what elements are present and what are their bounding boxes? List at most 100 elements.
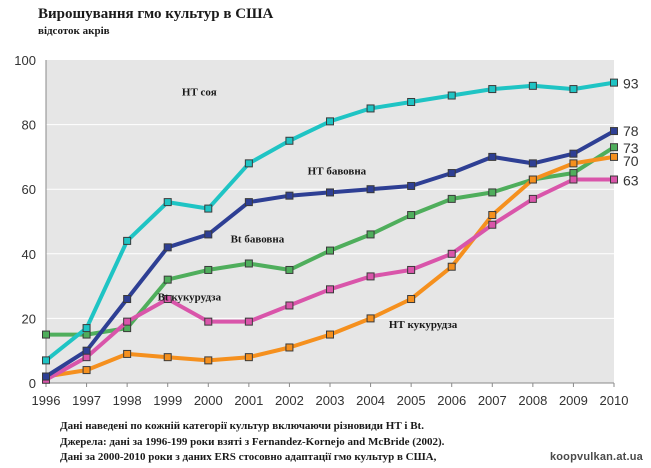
data-point [447,91,456,100]
x-tick-label: 2001 [234,393,263,408]
chart-subtitle: відсоток акрів [38,25,110,37]
data-point [447,194,456,203]
y-tick-label: 100 [14,53,36,68]
y-tick-label: 0 [29,376,36,391]
end-value-label: 93 [623,76,639,92]
data-point [488,211,497,220]
series-label: НТ кукурудза [389,319,458,331]
data-point [82,366,91,375]
x-tick-label: 1996 [32,393,61,408]
data-point [326,246,334,255]
data-point [285,343,294,352]
y-tick-label: 20 [22,311,36,326]
data-point [569,159,578,168]
watermark: koopvulkan.at.ua [549,451,643,463]
data-point [285,301,294,310]
data-point [488,152,497,161]
x-tick-label: 2000 [194,393,223,408]
data-point [528,194,537,203]
x-tick-label: 2007 [478,393,507,408]
data-point [488,220,497,229]
data-point [407,211,416,220]
x-tick-label: 2003 [316,393,345,408]
data-point [204,265,213,274]
end-value-label: 73 [623,140,639,156]
data-point [528,159,537,168]
x-tick-label: 2010 [600,393,629,408]
data-point [123,317,132,326]
data-point [528,175,537,184]
data-point [610,127,618,136]
line-chart: 0 20 40 60 80 100 1996 1997 1998 1999 2000 2001 2002… [14,53,639,408]
data-point [447,249,456,258]
data-point [569,169,578,178]
data-point [244,353,253,362]
data-point [42,356,50,365]
series-label: Bt бавовна [231,233,285,245]
data-point [366,185,375,194]
x-tick-label: 2009 [559,393,588,408]
data-point [204,230,213,239]
data-point [326,117,334,126]
data-point [163,295,172,304]
footnote-scope: Дані наведені по кожній категорії культу… [60,420,424,432]
data-point [123,349,132,358]
series-label: НТ соя [182,87,217,99]
data-point [407,97,416,106]
data-point [244,159,253,168]
data-point [407,295,416,304]
data-point [285,191,294,200]
y-tick-label: 80 [22,118,36,133]
data-point [610,78,618,87]
data-point [366,314,375,323]
data-point [569,175,578,184]
data-point [326,188,334,197]
data-point [204,317,213,326]
data-point [123,295,132,304]
data-point [569,149,578,158]
x-tick-label: 2005 [397,393,426,408]
x-tick-label: 1997 [72,393,101,408]
data-point [204,204,213,213]
data-point [488,85,497,94]
footnote-source-1: Джерела: дані за 1996-199 роки взяті з F… [60,436,445,448]
data-point [488,188,497,197]
data-point [610,143,618,152]
data-point [366,272,375,281]
x-tick-label: 2008 [518,393,547,408]
data-point [528,81,537,90]
data-point [123,236,132,245]
data-point [163,275,172,284]
data-point [407,181,416,190]
x-tick-label: 1999 [153,393,182,408]
data-point [285,136,294,145]
data-point [610,152,618,161]
chart-title: Вирошування гмо культур в США [38,6,274,22]
x-tick-label: 2002 [275,393,304,408]
data-point [204,356,213,365]
data-point [163,243,172,252]
data-point [569,85,578,94]
end-value-label: 78 [623,123,639,139]
data-point [366,230,375,239]
end-value-label: 70 [623,153,639,169]
data-point [285,265,294,274]
data-point [42,330,50,339]
data-point [244,198,253,207]
data-point [326,285,334,294]
data-point [163,198,172,207]
y-tick-label: 40 [22,247,36,262]
data-point [407,265,416,274]
footnote-source-2: Дані за 2000-2010 роки з даних ERS стосо… [60,451,437,463]
data-point [163,353,172,362]
data-point [82,353,91,362]
data-point [447,262,456,271]
data-point [447,169,456,178]
data-point [82,324,91,333]
x-tick-label: 1998 [113,393,142,408]
x-tick-label: 2004 [356,393,385,408]
y-tick-label: 60 [22,182,36,197]
series-label: НТ бавовна [308,166,367,178]
series-label: Bt кукурудза [158,292,222,304]
plot-background [46,60,614,383]
